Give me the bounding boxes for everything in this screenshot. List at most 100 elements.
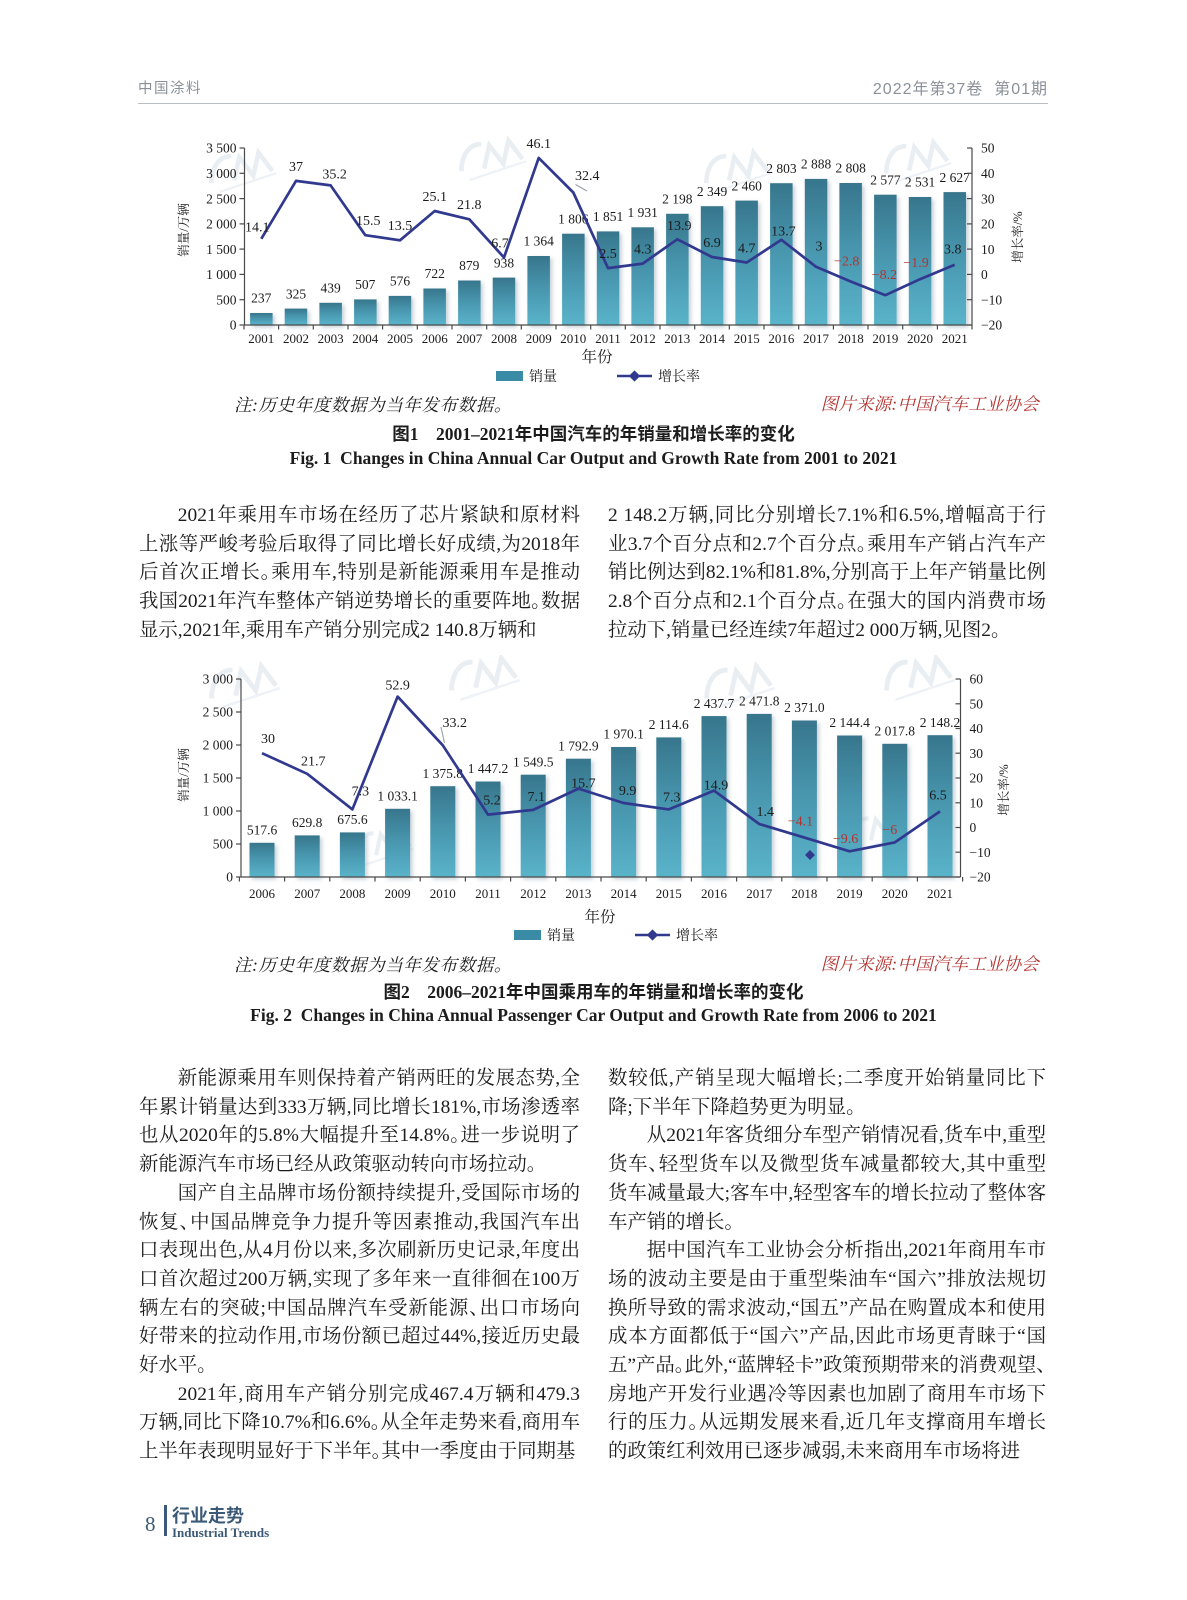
svg-text:增长率/%: 增长率/% — [1010, 211, 1025, 262]
svg-text:1 000: 1 000 — [203, 804, 234, 819]
svg-text:2 500: 2 500 — [206, 191, 237, 206]
svg-text:21.8: 21.8 — [457, 198, 482, 213]
svg-text:2003: 2003 — [318, 331, 344, 346]
svg-text:46.1: 46.1 — [526, 137, 551, 152]
svg-text:2020: 2020 — [882, 886, 908, 901]
svg-text:2 144.4: 2 144.4 — [829, 715, 870, 730]
svg-text:325: 325 — [286, 286, 307, 301]
svg-text:14.1: 14.1 — [245, 221, 270, 236]
svg-text:21.7: 21.7 — [301, 755, 326, 770]
svg-text:增长率: 增长率 — [676, 928, 718, 944]
svg-text:517.6: 517.6 — [247, 823, 278, 838]
svg-text:1 000: 1 000 — [206, 267, 237, 282]
svg-text:1 851: 1 851 — [593, 209, 623, 224]
svg-text:1 792.9: 1 792.9 — [558, 738, 599, 753]
svg-text:2 148.2: 2 148.2 — [920, 715, 961, 730]
svg-text:2008: 2008 — [339, 886, 365, 901]
svg-text:2016: 2016 — [768, 331, 795, 346]
svg-text:2009: 2009 — [526, 331, 552, 346]
svg-text:−1.9: −1.9 — [903, 256, 928, 271]
svg-text:40: 40 — [981, 166, 995, 181]
svg-text:15.5: 15.5 — [356, 214, 381, 229]
svg-text:60: 60 — [970, 672, 984, 687]
svg-text:13.7: 13.7 — [771, 225, 796, 240]
svg-text:2004: 2004 — [352, 331, 379, 346]
svg-text:2017: 2017 — [746, 886, 773, 901]
svg-text:销量: 销量 — [529, 368, 557, 385]
svg-text:3.8: 3.8 — [944, 243, 962, 258]
svg-text:439: 439 — [320, 281, 341, 296]
svg-text:500: 500 — [216, 292, 237, 307]
svg-text:2010: 2010 — [430, 886, 456, 901]
svg-text:3 000: 3 000 — [206, 166, 237, 181]
svg-text:2021: 2021 — [942, 331, 968, 346]
svg-text:0: 0 — [226, 870, 233, 885]
svg-text:2 460: 2 460 — [732, 178, 763, 193]
svg-text:2017: 2017 — [803, 331, 830, 346]
svg-text:增长率: 增长率 — [658, 369, 700, 385]
svg-text:−20: −20 — [970, 870, 991, 885]
svg-text:2 437.7: 2 437.7 — [694, 696, 735, 711]
svg-text:0: 0 — [970, 820, 977, 835]
svg-text:1 375.8: 1 375.8 — [423, 766, 464, 781]
svg-text:2010: 2010 — [560, 331, 586, 346]
svg-text:500: 500 — [213, 837, 234, 852]
svg-text:52.9: 52.9 — [385, 679, 410, 694]
svg-text:20: 20 — [981, 217, 995, 232]
svg-text:2 577: 2 577 — [870, 172, 901, 187]
svg-text:年份: 年份 — [581, 347, 613, 366]
svg-text:2 808: 2 808 — [836, 161, 867, 176]
svg-text:2013: 2013 — [664, 331, 690, 346]
svg-text:10: 10 — [970, 796, 984, 811]
svg-text:−4.1: −4.1 — [788, 815, 813, 830]
svg-text:2011: 2011 — [475, 886, 501, 901]
svg-text:50: 50 — [981, 141, 995, 156]
svg-text:3: 3 — [816, 240, 823, 255]
svg-text:2008: 2008 — [491, 331, 517, 346]
svg-text:−10: −10 — [970, 845, 991, 860]
svg-text:2007: 2007 — [456, 331, 483, 346]
svg-text:2007: 2007 — [294, 886, 321, 901]
svg-text:增长率/%: 增长率/% — [996, 764, 1011, 815]
svg-text:1 931: 1 931 — [628, 205, 658, 220]
svg-text:2006: 2006 — [249, 886, 276, 901]
svg-text:年份: 年份 — [584, 907, 616, 926]
svg-text:0: 0 — [981, 267, 988, 282]
svg-text:−10: −10 — [981, 292, 1002, 307]
svg-text:销量: 销量 — [547, 927, 575, 944]
svg-text:6.7: 6.7 — [491, 236, 509, 251]
svg-text:4.7: 4.7 — [738, 241, 756, 256]
svg-text:3 500: 3 500 — [206, 141, 237, 156]
svg-text:37: 37 — [289, 160, 303, 175]
svg-text:2021: 2021 — [927, 886, 953, 901]
svg-text:2 500: 2 500 — [203, 705, 234, 720]
svg-text:2 017.8: 2 017.8 — [875, 724, 916, 739]
svg-text:938: 938 — [494, 255, 515, 270]
svg-text:2 198: 2 198 — [662, 192, 693, 207]
svg-text:1 033.1: 1 033.1 — [377, 789, 418, 804]
svg-text:销量/万辆: 销量/万辆 — [176, 748, 191, 802]
svg-text:0: 0 — [230, 318, 237, 333]
svg-text:2006: 2006 — [422, 331, 449, 346]
svg-text:2015: 2015 — [734, 331, 760, 346]
svg-text:2005: 2005 — [387, 331, 413, 346]
svg-text:14.9: 14.9 — [704, 779, 729, 794]
svg-text:2 114.6: 2 114.6 — [649, 717, 689, 732]
svg-text:7.1: 7.1 — [527, 790, 545, 805]
svg-text:2011: 2011 — [595, 331, 621, 346]
svg-text:1 806: 1 806 — [558, 211, 589, 226]
svg-text:2 000: 2 000 — [206, 217, 237, 232]
svg-text:2020: 2020 — [907, 331, 933, 346]
svg-text:2013: 2013 — [565, 886, 591, 901]
svg-text:1 970.1: 1 970.1 — [603, 727, 644, 742]
svg-text:32.4: 32.4 — [575, 169, 600, 184]
svg-text:1.4: 1.4 — [756, 805, 774, 820]
svg-text:1 500: 1 500 — [206, 242, 237, 257]
svg-text:2 000: 2 000 — [203, 738, 234, 753]
svg-text:15.7: 15.7 — [571, 777, 596, 792]
svg-text:629.8: 629.8 — [292, 815, 323, 830]
svg-text:−9.6: −9.6 — [833, 832, 858, 847]
svg-text:576: 576 — [390, 274, 411, 289]
svg-text:7.3: 7.3 — [663, 790, 681, 805]
svg-text:2002: 2002 — [283, 331, 309, 346]
